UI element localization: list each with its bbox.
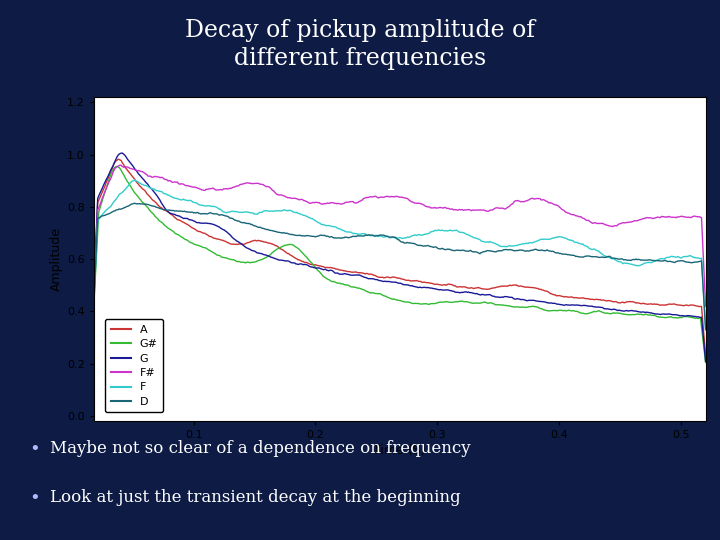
G [701,358,710,365]
G [248,247,256,254]
A [89,296,98,303]
D [130,200,139,206]
F [499,243,508,249]
D [551,249,559,256]
F [89,306,98,313]
Text: Look at just the transient decay at the beginning: Look at just the transient decay at the … [50,489,461,505]
G [89,294,98,301]
A [114,156,122,163]
Line: A: A [94,159,706,355]
A [248,238,256,245]
F# [89,301,98,307]
Line: D: D [94,203,706,330]
Line: F: F [94,180,706,328]
G [551,300,559,307]
G# [199,244,207,251]
F# [701,303,710,310]
G [118,150,127,156]
D [499,247,508,253]
A [701,352,710,359]
F [551,234,559,240]
G# [451,299,459,305]
D [199,211,207,217]
G# [248,259,256,266]
F [130,177,139,183]
G [367,275,376,282]
A [551,292,559,298]
Text: Decay of pickup amplitude of
different frequencies: Decay of pickup amplitude of different f… [185,19,535,70]
A [499,283,508,289]
Legend: A, G#, G, F#, F, D: A, G#, G, F#, F, D [105,319,163,413]
G# [112,163,120,170]
Line: G#: G# [94,166,706,362]
Text: •: • [29,489,40,507]
G# [89,307,98,313]
A [199,230,207,237]
D [701,327,710,333]
G [499,294,508,301]
D [451,247,459,254]
G# [499,302,508,308]
D [89,303,98,309]
F# [116,162,125,168]
F [248,210,256,216]
Y-axis label: Amplitude: Amplitude [50,227,63,291]
G [199,220,207,226]
F# [499,205,508,212]
F [199,202,207,209]
G# [367,289,376,296]
D [367,232,376,238]
F# [551,201,559,208]
Text: •: • [29,440,40,458]
G [451,289,459,295]
F [451,227,459,234]
X-axis label: Time (S): Time (S) [374,444,426,457]
F [367,232,376,239]
Text: Maybe not so clear of a dependence on frequency: Maybe not so clear of a dependence on fr… [50,440,471,457]
Line: G: G [94,153,706,361]
G# [701,359,710,366]
F# [199,187,207,193]
D [248,221,256,228]
F# [248,180,256,187]
A [367,271,376,278]
A [451,282,459,289]
G# [551,307,559,314]
F# [451,206,459,213]
F# [367,194,376,200]
Line: F#: F# [94,165,706,307]
F [701,325,710,332]
